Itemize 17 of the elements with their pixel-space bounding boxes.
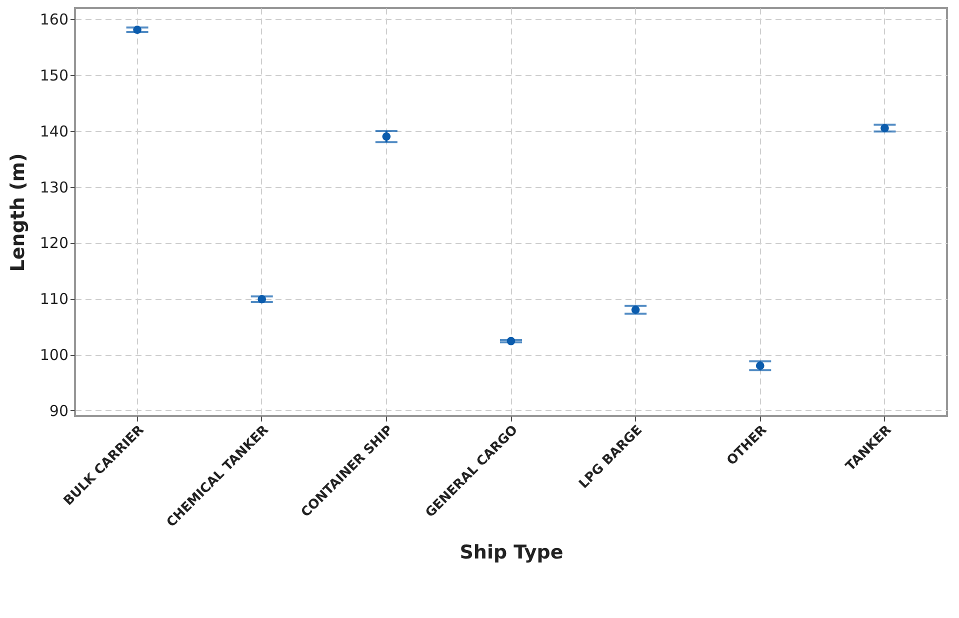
- y-tick-label: 140: [40, 122, 68, 140]
- x-axis-title: Ship Type: [460, 542, 564, 564]
- point: [382, 132, 391, 141]
- point: [258, 295, 266, 304]
- point: [133, 26, 142, 34]
- point: [756, 362, 764, 370]
- point: [506, 336, 516, 346]
- point: [631, 306, 640, 314]
- y-tick-label: 130: [40, 178, 68, 196]
- y-axis-title: Length (m): [6, 153, 29, 272]
- point: [880, 124, 889, 132]
- y-tick-label: 160: [40, 10, 68, 29]
- y-tick-label: 120: [40, 234, 68, 252]
- y-tick-label: 100: [40, 346, 68, 364]
- y-tick-label: 150: [40, 66, 68, 85]
- y-tick-label: 90: [49, 402, 68, 420]
- y-tick-label: 110: [40, 290, 68, 308]
